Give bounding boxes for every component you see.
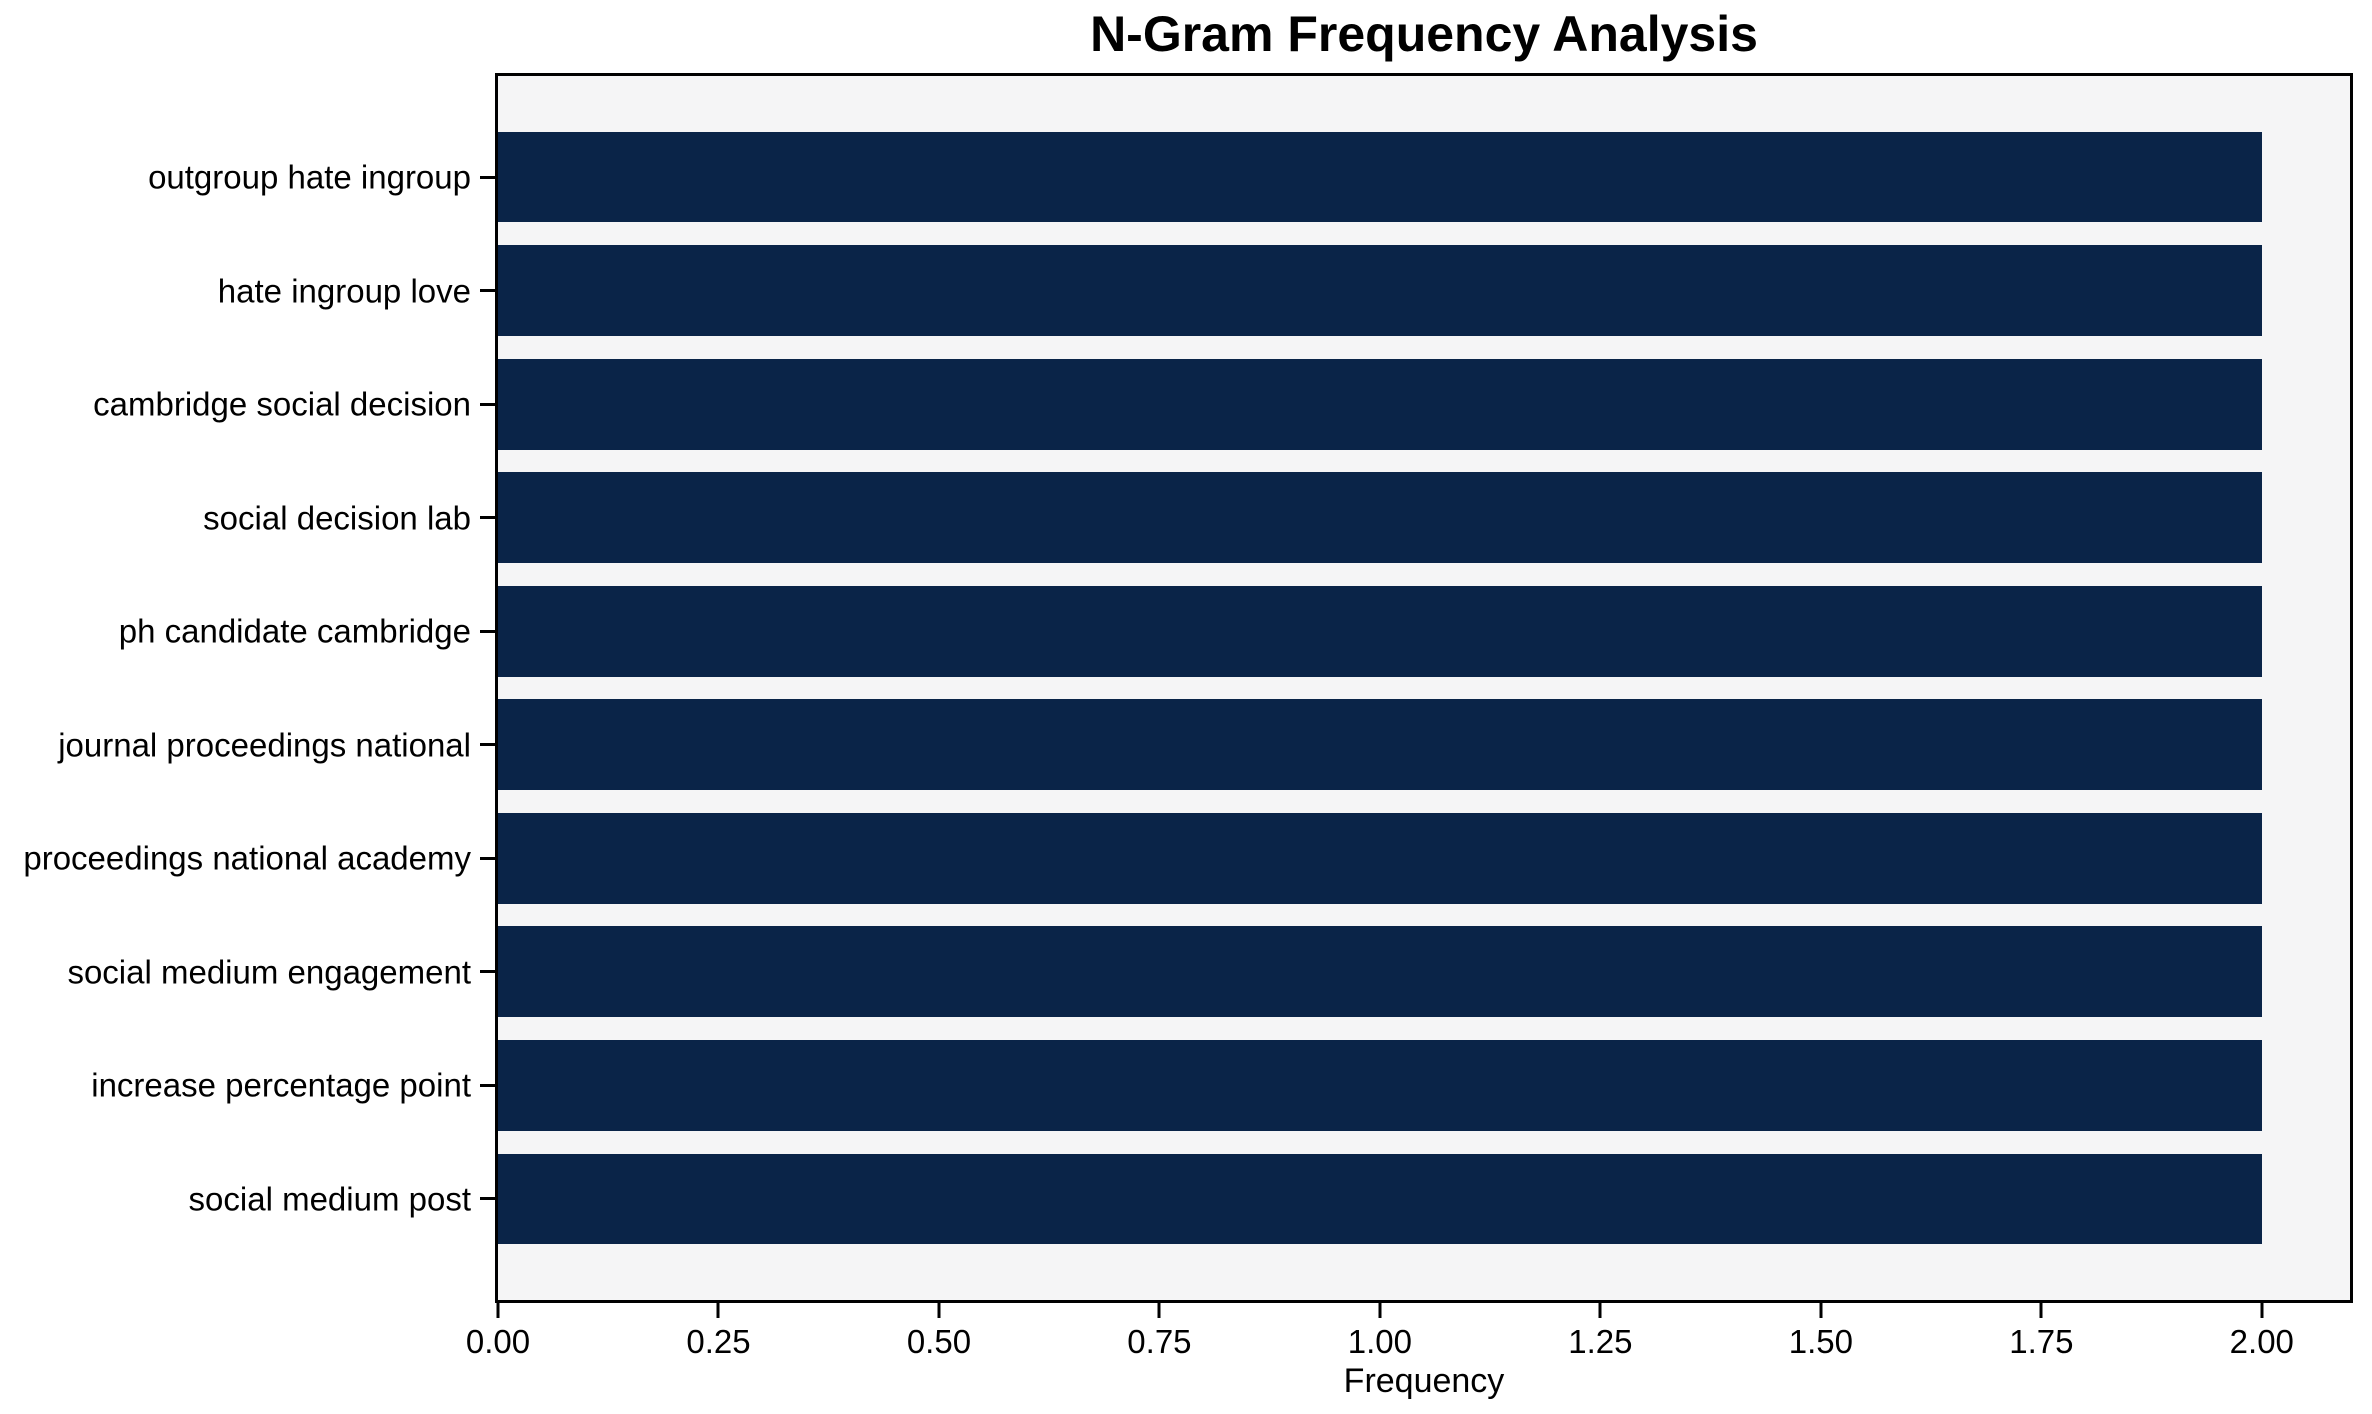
bar — [498, 131, 2262, 223]
y-tick-mark — [480, 743, 495, 747]
x-tick-label: 2.00 — [2229, 1323, 2294, 1360]
y-tick-label: social decision lab — [203, 499, 471, 537]
y-tick-label: social medium post — [188, 1180, 471, 1218]
x-tick-label: 1.50 — [1788, 1323, 1853, 1360]
x-tick-mark — [1598, 1303, 1602, 1318]
y-tick-label: outgroup hate ingroup — [148, 158, 471, 196]
y-tick-mark — [480, 856, 495, 860]
y-axis: outgroup hate ingroup hate ingroup love ca… — [0, 76, 495, 1300]
y-tick-label: proceedings national academy — [23, 839, 471, 877]
y-tick-label: increase percentage point — [91, 1066, 471, 1104]
chart-title: N-Gram Frequency Analysis — [1090, 6, 1758, 62]
x-tick-label: 0.25 — [686, 1323, 751, 1360]
x-axis: 0.00 0.25 0.50 0.75 1.00 1.25 1.50 1.75 2.00 — [466, 1303, 2350, 1413]
bar — [498, 585, 2262, 677]
x-axis-label: Frequency — [1343, 1362, 1505, 1400]
bar — [498, 358, 2262, 450]
bar — [498, 812, 2262, 904]
x-tick-mark — [2260, 1303, 2264, 1318]
x-tick-label: 0.00 — [465, 1323, 531, 1360]
x-tick-mark — [716, 1303, 720, 1318]
x-tick-label: 1.75 — [2009, 1323, 2074, 1360]
bar — [498, 926, 2262, 1018]
bar — [498, 1039, 2262, 1131]
y-tick-label: social medium engagement — [67, 953, 471, 991]
y-tick-mark — [480, 289, 495, 293]
bar — [498, 472, 2262, 564]
x-tick-mark — [2039, 1303, 2043, 1318]
y-tick-mark — [480, 970, 495, 974]
y-tick-mark — [480, 1083, 495, 1087]
x-tick-mark — [496, 1303, 500, 1318]
x-tick-label: 0.50 — [906, 1323, 972, 1360]
y-tick-mark — [480, 175, 495, 179]
y-tick-mark — [480, 516, 495, 520]
bar — [498, 1153, 2262, 1245]
x-tick-mark — [1378, 1303, 1382, 1318]
y-tick-mark — [480, 629, 495, 633]
y-tick-label: ph candidate cambridge — [118, 612, 471, 650]
x-tick-label: 1.25 — [1568, 1323, 1633, 1360]
y-tick-label: cambridge social decision — [93, 385, 471, 423]
y-tick-label: hate ingroup love — [217, 272, 471, 310]
y-tick-mark — [480, 1197, 495, 1201]
x-tick-mark — [1157, 1303, 1161, 1318]
x-tick-mark — [937, 1303, 941, 1318]
x-tick-label: 0.75 — [1127, 1323, 1192, 1360]
y-tick-label: journal proceedings national — [58, 726, 471, 764]
y-tick-mark — [480, 402, 495, 406]
plot-area — [495, 73, 2353, 1303]
x-tick-mark — [1819, 1303, 1823, 1318]
x-tick-label: 1.00 — [1347, 1323, 1413, 1360]
bar — [498, 245, 2262, 336]
bar — [498, 699, 2262, 791]
